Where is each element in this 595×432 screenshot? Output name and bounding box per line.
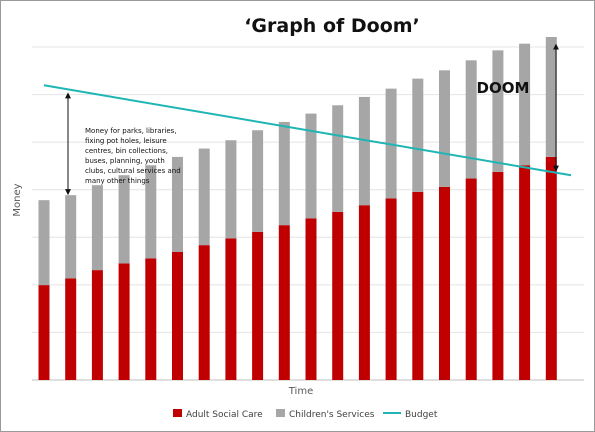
services-note-line: Money for parks, libraries,	[85, 127, 177, 135]
services-note: Money for parks, libraries, fixing pot ho…	[85, 127, 181, 185]
bar-adult-social-care-6	[172, 251, 183, 380]
bar-adult-social-care-11	[305, 218, 317, 380]
bar-children-s-services-17	[465, 60, 477, 179]
chart-title: ‘Graph of Doom’	[244, 15, 420, 37]
bar-children-s-services-20	[545, 37, 557, 157]
services-note-line: fixing pot holes, leisure	[85, 137, 167, 145]
bar-adult-social-care-20	[545, 156, 557, 380]
bar-adult-social-care-5	[145, 258, 157, 380]
services-note-line: many other things	[85, 177, 150, 185]
bar-adult-social-care-9	[252, 231, 264, 380]
bar-children-s-services-10	[278, 121, 290, 226]
bar-series	[38, 37, 557, 380]
bar-adult-social-care-16	[439, 186, 450, 380]
bar-children-s-services-8	[225, 140, 237, 239]
bar-adult-social-care-7	[198, 245, 210, 380]
bar-children-s-services-16	[439, 70, 450, 187]
bar-children-s-services-13	[358, 96, 370, 206]
bar-children-s-services-9	[252, 130, 264, 232]
bar-adult-social-care-13	[358, 205, 370, 380]
budget-line-group	[43, 84, 572, 177]
bar-adult-social-care-8	[225, 238, 237, 380]
bar-adult-social-care-15	[412, 191, 424, 380]
legend-label-budget: Budget	[405, 410, 438, 420]
y-axis-label: Money	[12, 183, 23, 216]
doom-label: DOOM	[477, 79, 530, 97]
bar-adult-social-care-1	[38, 285, 50, 380]
bar-children-s-services-5	[145, 165, 157, 259]
bar-adult-social-care-4	[118, 263, 130, 380]
bar-children-s-services-18	[492, 50, 504, 172]
bar-adult-social-care-17	[465, 178, 477, 380]
bar-adult-social-care-10	[278, 225, 290, 380]
bar-adult-social-care-18	[492, 171, 504, 380]
bar-children-s-services-7	[198, 148, 210, 246]
bar-children-s-services-3	[91, 185, 103, 271]
bar-adult-social-care-14	[385, 198, 397, 380]
bar-adult-social-care-12	[332, 211, 344, 380]
bar-adult-social-care-19	[519, 165, 531, 380]
bar-children-s-services-2	[65, 195, 77, 279]
bar-children-s-services-15	[412, 78, 424, 192]
legend: Adult Social Care Children's Services Budg…	[173, 409, 438, 420]
bar-adult-social-care-2	[65, 278, 77, 380]
legend-label-children-s-services: Children's Services	[289, 410, 375, 420]
budget-line	[43, 84, 572, 177]
services-note-line: clubs, cultural services and	[85, 167, 181, 175]
bar-children-s-services-4	[118, 175, 130, 264]
services-note-line: centres, bin collections,	[85, 147, 168, 155]
x-axis-label: Time	[288, 386, 313, 397]
services-note-line: buses, planning, youth	[85, 157, 165, 165]
bar-children-s-services-19	[519, 43, 531, 166]
annotations: Money for parks, libraries, fixing pot ho…	[65, 43, 559, 196]
bar-children-s-services-12	[332, 105, 344, 212]
legend-swatch-children-s-services	[276, 409, 285, 417]
bar-children-s-services-1	[38, 200, 50, 286]
bar-children-s-services-6	[172, 156, 183, 252]
bar-children-s-services-11	[305, 113, 317, 219]
bar-adult-social-care-3	[91, 270, 103, 380]
legend-label-adult-social-care: Adult Social Care	[186, 410, 263, 420]
legend-swatch-adult-social-care	[173, 409, 182, 417]
